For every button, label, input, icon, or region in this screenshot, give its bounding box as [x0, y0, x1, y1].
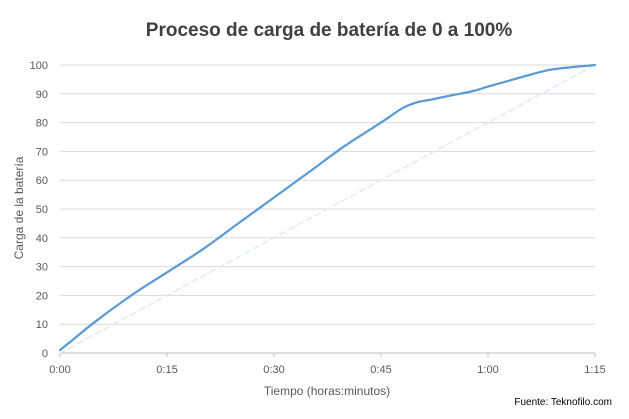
chart-title: Proceso de carga de batería de 0 a 100%: [146, 20, 513, 41]
x-axis-title: Tiempo (horas:minutos): [264, 384, 390, 398]
y-tick-label: 20: [36, 290, 48, 302]
y-tick-label: 70: [36, 146, 48, 158]
x-tick-label: 0:00: [49, 364, 70, 376]
reference-line: [59, 64, 596, 354]
y-tick-label: 10: [36, 319, 48, 331]
y-tick-label: 100: [30, 60, 48, 72]
y-tick-label: 40: [36, 233, 48, 245]
series: [58, 63, 597, 354]
axes: [59, 352, 596, 357]
source-note: Fuente: Teknofilo.com: [514, 397, 612, 408]
x-tick-label: 1:15: [584, 364, 605, 376]
charge-curve-line: [58, 63, 597, 352]
y-tick-label: 50: [36, 204, 48, 216]
y-tick-label: 0: [42, 348, 48, 360]
y-tick-label: 80: [36, 118, 48, 130]
tick-labels: 0 10 20 30 40 50 60 70 80 90 100 0:00 0:15 0:30 0:45 1:…: [30, 60, 606, 376]
y-tick-label: 90: [36, 89, 48, 101]
x-tick-label: 1:00: [477, 364, 498, 376]
x-tick-label: 0:15: [156, 364, 177, 376]
x-tick-label: 0:45: [370, 364, 391, 376]
x-tick-label: 0:30: [263, 364, 284, 376]
gridlines: [60, 64, 595, 325]
y-axis-title: Carga de la batería: [12, 156, 26, 259]
y-tick-label: 60: [36, 175, 48, 187]
y-tick-label: 30: [36, 262, 48, 274]
